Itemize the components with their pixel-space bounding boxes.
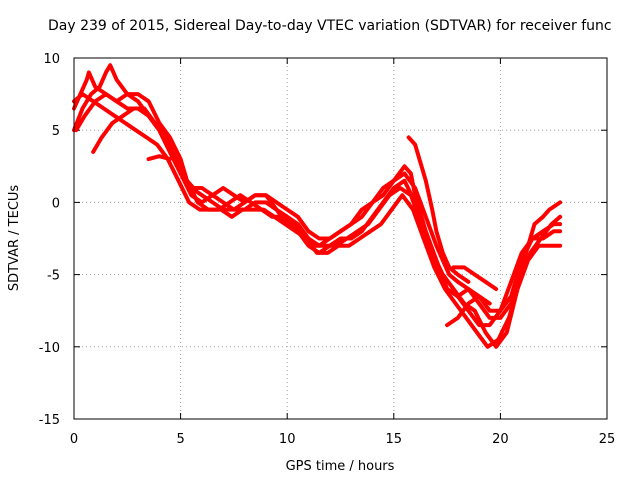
y-tick-label: -5 xyxy=(47,269,60,284)
x-tick-label: 5 xyxy=(176,432,184,447)
y-axis-label: SDTVAR / TECUs xyxy=(7,185,22,292)
y-tick-label: 10 xyxy=(43,52,60,67)
series-line-s3 xyxy=(74,92,563,328)
y-tick-label: 0 xyxy=(52,196,60,211)
series-line-s9 xyxy=(451,265,499,291)
series-group xyxy=(72,63,563,349)
x-tick-label: 25 xyxy=(599,432,616,447)
x-tick-label: 20 xyxy=(492,432,509,447)
x-axis-label: GPS time / hours xyxy=(286,459,395,474)
x-tick-label: 10 xyxy=(279,432,296,447)
series-line-s4 xyxy=(91,106,563,349)
chart-title: Day 239 of 2015, Sidereal Day-to-day VTE… xyxy=(48,18,612,34)
series-line-s2 xyxy=(72,63,563,313)
x-tick-label: 15 xyxy=(386,432,403,447)
y-tick-label: -15 xyxy=(39,413,60,428)
y-tick-label: -10 xyxy=(39,341,60,356)
x-tick-label: 0 xyxy=(70,432,78,447)
series-line-s8 xyxy=(445,294,492,328)
series-line-s6 xyxy=(406,135,471,284)
series-line-s7 xyxy=(146,154,172,162)
y-tick-label: 5 xyxy=(52,124,60,139)
plot-frame xyxy=(73,57,608,420)
series-line-s5 xyxy=(72,92,563,349)
